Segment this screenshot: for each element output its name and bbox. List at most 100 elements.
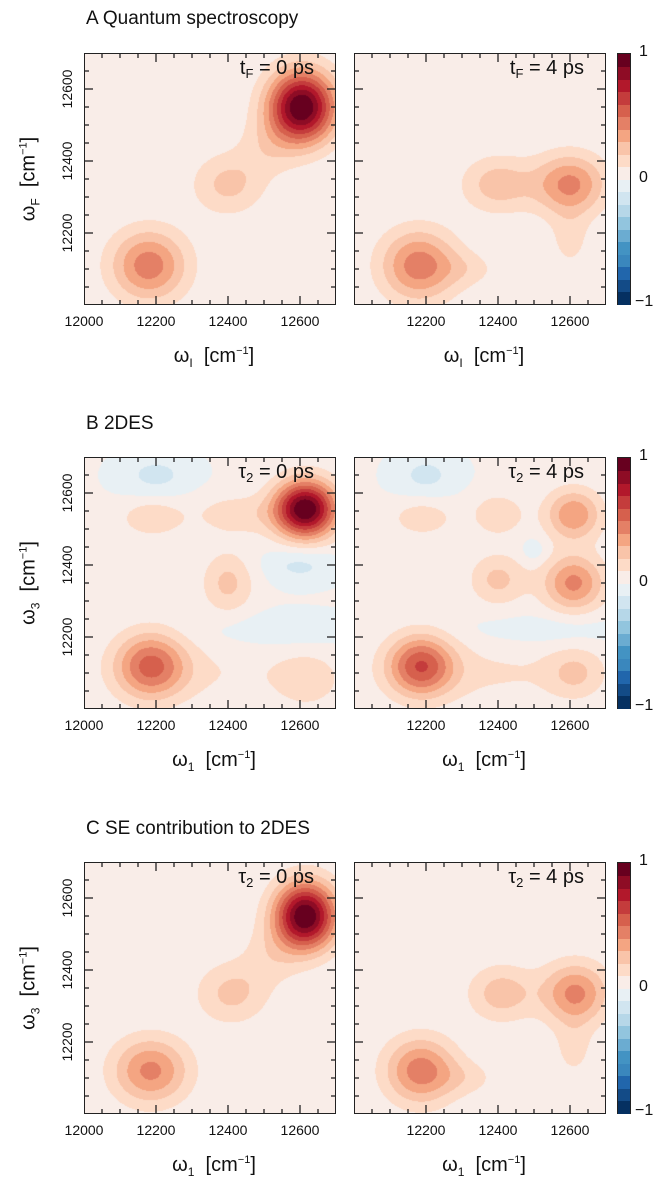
colorbar-level xyxy=(618,79,630,93)
y-axis-label-symbol: ω xyxy=(17,1014,40,1030)
colorbar-level xyxy=(618,925,630,939)
colorbar xyxy=(617,53,631,305)
x-axis-label-symbol: ω xyxy=(172,1154,188,1176)
y-tick-label: 12400 xyxy=(59,545,75,585)
x-tick-label: 12400 xyxy=(208,313,248,329)
x-tick-label: 12600 xyxy=(280,717,320,733)
time-annotation: τ2 = 4 ps xyxy=(508,866,584,890)
colorbar-level xyxy=(618,483,630,497)
x-axis-label-unit-exponent: −1 xyxy=(506,345,519,357)
panel-title-C: C SE contribution to 2DES xyxy=(86,818,310,839)
colorbar-level xyxy=(618,645,630,659)
colorbar-level xyxy=(618,533,630,547)
time-annotation-value: = 0 ps xyxy=(253,461,314,483)
x-axis-label-subscript: 1 xyxy=(187,760,195,774)
y-tick-label: 12600 xyxy=(59,69,75,109)
x-tick-label: 12400 xyxy=(478,717,518,733)
colorbar-level xyxy=(618,1025,630,1039)
panel-title-A: A Quantum spectroscopy xyxy=(86,8,299,29)
colorbar-level xyxy=(618,520,630,534)
colorbar-level xyxy=(618,950,630,964)
colorbar-level xyxy=(618,975,630,989)
colorbar-level xyxy=(618,508,630,522)
colorbar-level xyxy=(618,179,630,193)
contour-fill-B-left xyxy=(84,457,336,709)
x-axis-label-unit-close: ] xyxy=(520,1154,526,1176)
y-axis-label-subscript: 3 xyxy=(28,1007,43,1015)
time-annotation-value: = 4 ps xyxy=(523,866,584,888)
colorbar-level xyxy=(618,863,630,877)
x-tick-label: 12000 xyxy=(64,1122,104,1138)
time-annotation-subscript: 2 xyxy=(516,875,524,890)
x-axis-label-unit-close: ] xyxy=(520,749,526,771)
colorbar-level xyxy=(618,1038,630,1052)
y-axis-label-unit: [cm xyxy=(17,964,40,1008)
x-tick-label: 12400 xyxy=(478,313,518,329)
time-annotation: τ2 = 0 ps xyxy=(238,866,314,890)
colorbar-label-mid: 0 xyxy=(639,978,648,995)
colorbar-level xyxy=(618,570,630,584)
x-axis-label-subscript: 1 xyxy=(187,1165,195,1179)
x-tick-label: 12200 xyxy=(136,1122,176,1138)
x-axis-label-subscript: 1 xyxy=(457,1165,465,1179)
y-axis-label-unit-exponent: −1 xyxy=(17,142,30,155)
contour-fill-A-left xyxy=(84,53,336,305)
x-axis-label-unit-close: ] xyxy=(518,345,525,367)
time-annotation-value: = 4 ps xyxy=(523,57,584,79)
x-axis-label-unit: [cm xyxy=(464,1154,508,1176)
x-tick-label: 12000 xyxy=(64,717,104,733)
colorbar-level xyxy=(618,204,630,218)
colorbar-level xyxy=(618,683,630,697)
colorbar-level xyxy=(618,291,630,305)
colorbar-level xyxy=(618,875,630,889)
colorbar-level xyxy=(618,913,630,927)
contour-plot-C-right: τ2 = 4 ps xyxy=(354,862,606,1114)
x-axis-label-unit: [cm xyxy=(194,749,238,771)
contour-plot-B-right: τ2 = 4 ps xyxy=(354,457,606,709)
colorbar-level xyxy=(618,595,630,609)
x-axis-label: ω1 [cm−1] xyxy=(442,749,526,774)
x-axis-label-symbol: ω xyxy=(442,1154,458,1176)
time-annotation-symbol: τ xyxy=(508,461,517,483)
y-axis-label-unit: [cm xyxy=(17,154,40,199)
x-axis-label-unit-exponent: −1 xyxy=(507,1154,521,1166)
colorbar-level xyxy=(618,254,630,268)
colorbar-level xyxy=(618,545,630,559)
colorbar-level xyxy=(618,1000,630,1014)
axes-ticks-A-left xyxy=(84,53,336,305)
time-annotation-subscript: 2 xyxy=(246,470,254,485)
x-tick-label: 12600 xyxy=(280,313,320,329)
time-annotation-symbol: τ xyxy=(508,866,517,888)
axes-ticks-B-right xyxy=(354,457,606,709)
time-annotation: tF = 4 ps xyxy=(510,57,584,81)
x-tick-label: 12400 xyxy=(208,717,248,733)
colorbar-level xyxy=(618,620,630,634)
x-axis-label-unit: [cm xyxy=(462,345,507,367)
colorbar-level xyxy=(618,141,630,155)
colorbar-label-min: −1 xyxy=(635,293,654,310)
colorbar-level xyxy=(618,670,630,684)
axes-ticks-A-right xyxy=(354,53,606,305)
x-tick-label: 12600 xyxy=(550,717,590,733)
colorbar-level xyxy=(618,495,630,509)
x-axis-label-unit-exponent: −1 xyxy=(237,749,251,761)
x-axis-label-subscript: I xyxy=(189,356,193,370)
contour-fill-C-left xyxy=(84,862,336,1114)
colorbar-label-mid: 0 xyxy=(639,573,648,590)
y-axis-label-subscript: 3 xyxy=(28,602,43,610)
time-annotation-value: = 4 ps xyxy=(523,461,584,483)
colorbar-level xyxy=(618,1075,630,1089)
y-tick-label: 12200 xyxy=(59,213,75,253)
x-axis-label: ω1 [cm−1] xyxy=(172,1154,256,1179)
contour-fill-A-right xyxy=(354,53,606,305)
x-tick-label: 12600 xyxy=(550,1122,590,1138)
contour-plot-A-left: tF = 0 ps xyxy=(84,53,336,305)
x-axis-label-unit: [cm xyxy=(192,345,237,367)
x-tick-label: 12200 xyxy=(406,717,446,733)
x-axis-label-unit-close: ] xyxy=(250,1154,256,1176)
time-annotation-value: = 0 ps xyxy=(253,57,314,79)
x-axis-label: ω1 [cm−1] xyxy=(172,749,256,774)
axes-ticks-B-left xyxy=(84,457,336,709)
axes-ticks-C-left xyxy=(84,862,336,1114)
y-axis-label-unit-exponent: −1 xyxy=(17,546,30,560)
